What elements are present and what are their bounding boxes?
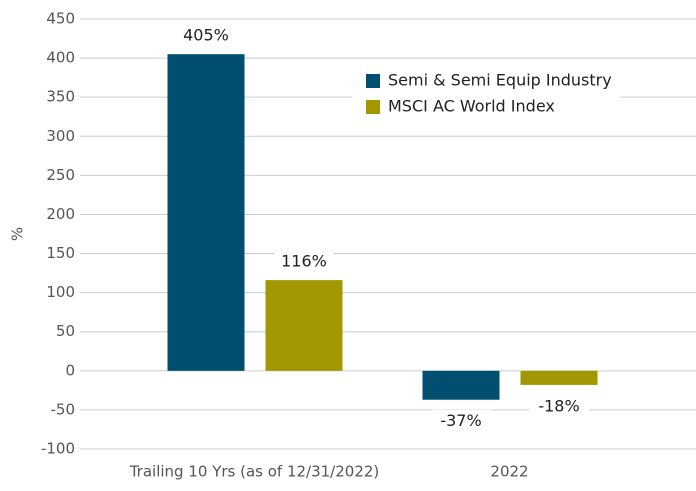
x-tick-label: 2022: [490, 463, 528, 481]
y-tick-label: 250: [46, 166, 75, 184]
y-tick-label: 400: [46, 49, 75, 67]
legend-box: [352, 62, 620, 120]
legend-label: Semi & Semi Equip Industry: [388, 71, 612, 90]
value-label: -37%: [440, 411, 481, 430]
bar: [520, 370, 598, 385]
y-tick-label: 150: [46, 244, 75, 262]
value-label-bg: [529, 394, 589, 419]
y-tick-label: -100: [41, 440, 75, 458]
y-tick-label: 50: [56, 322, 75, 340]
bar: [422, 370, 500, 400]
y-tick-label: 350: [46, 88, 75, 106]
y-tick-label: 0: [65, 361, 75, 379]
bar: [167, 54, 245, 371]
y-tick-label: 300: [46, 127, 75, 145]
value-label-bg: [176, 24, 236, 49]
y-tick-label: 450: [46, 10, 75, 28]
legend-swatch: [366, 100, 380, 114]
legend-label: MSCI AC World Index: [388, 97, 555, 116]
value-label: -18%: [538, 396, 579, 415]
y-tick-label: 100: [46, 283, 75, 301]
y-tick-label: -50: [51, 400, 76, 418]
value-label: 116%: [281, 252, 327, 271]
y-tick-label: 200: [46, 205, 75, 223]
value-label-bg: [274, 250, 334, 275]
x-tick-label: Trailing 10 Yrs (as of 12/31/2022): [129, 463, 380, 481]
legend-swatch: [366, 74, 380, 88]
value-label: 405%: [183, 26, 229, 45]
value-label-bg: [431, 409, 491, 434]
bar: [265, 280, 343, 371]
y-axis-label: %: [9, 227, 27, 241]
